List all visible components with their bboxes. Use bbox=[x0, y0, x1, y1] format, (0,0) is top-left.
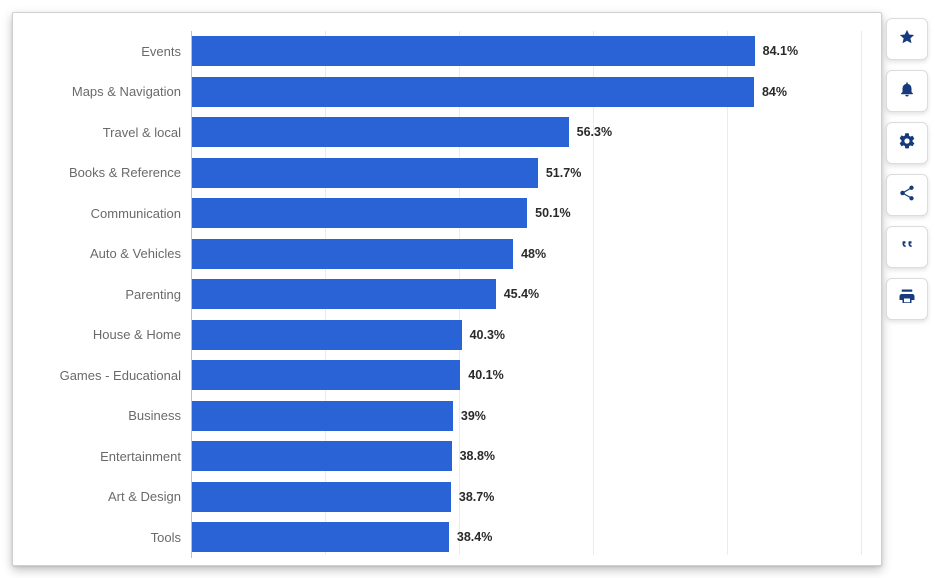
bar-row: Auto & Vehicles 48% bbox=[21, 234, 861, 275]
bar-row: House & Home 40.3% bbox=[21, 315, 861, 356]
bar-track: 84% bbox=[191, 72, 861, 113]
value-label: 40.3% bbox=[470, 328, 505, 342]
value-label: 51.7% bbox=[546, 166, 581, 180]
bar-row: Maps & Navigation 84% bbox=[21, 72, 861, 113]
quote-icon bbox=[898, 236, 916, 259]
chart-card: Events 84.1% Maps & Navigation 84% Travel & … bbox=[12, 12, 882, 566]
star-icon bbox=[898, 28, 916, 51]
category-label: Communication bbox=[21, 206, 191, 221]
print-button[interactable] bbox=[886, 278, 928, 320]
favorite-button[interactable] bbox=[886, 18, 928, 60]
bar-track: 84.1% bbox=[191, 31, 861, 72]
value-label: 40.1% bbox=[468, 368, 503, 382]
action-rail bbox=[886, 18, 928, 320]
bell-icon bbox=[898, 80, 916, 103]
value-label: 38.8% bbox=[460, 449, 495, 463]
category-label: Events bbox=[21, 44, 191, 59]
value-label: 50.1% bbox=[535, 206, 570, 220]
bar[interactable] bbox=[192, 401, 453, 431]
bar[interactable] bbox=[192, 522, 449, 552]
bar[interactable] bbox=[192, 198, 527, 228]
category-label: Maps & Navigation bbox=[21, 84, 191, 99]
bar-track: 40.3% bbox=[191, 315, 861, 356]
value-label: 48% bbox=[521, 247, 546, 261]
gear-icon bbox=[898, 132, 916, 155]
share-button[interactable] bbox=[886, 174, 928, 216]
bar[interactable] bbox=[192, 239, 513, 269]
value-label: 38.4% bbox=[457, 530, 492, 544]
value-label: 38.7% bbox=[459, 490, 494, 504]
bar-track: 39% bbox=[191, 396, 861, 437]
value-label: 56.3% bbox=[577, 125, 612, 139]
bar[interactable] bbox=[192, 279, 496, 309]
plot-area: Events 84.1% Maps & Navigation 84% Travel & … bbox=[21, 31, 861, 555]
category-label: Travel & local bbox=[21, 125, 191, 140]
bar[interactable] bbox=[192, 77, 754, 107]
bar-track: 45.4% bbox=[191, 274, 861, 315]
category-label: Entertainment bbox=[21, 449, 191, 464]
bar-track: 50.1% bbox=[191, 193, 861, 234]
bar[interactable] bbox=[192, 158, 538, 188]
bar[interactable] bbox=[192, 441, 452, 471]
bar-row: Business 39% bbox=[21, 396, 861, 437]
category-label: Tools bbox=[21, 530, 191, 545]
bar-track: 40.1% bbox=[191, 355, 861, 396]
bar-track: 38.7% bbox=[191, 477, 861, 518]
bar-track: 38.4% bbox=[191, 517, 861, 558]
value-label: 84% bbox=[762, 85, 787, 99]
bar-track: 48% bbox=[191, 234, 861, 275]
bar[interactable] bbox=[192, 320, 462, 350]
value-label: 45.4% bbox=[504, 287, 539, 301]
category-label: Business bbox=[21, 408, 191, 423]
bar-row: Art & Design 38.7% bbox=[21, 477, 861, 518]
bar-track: 51.7% bbox=[191, 153, 861, 194]
bar-row: Books & Reference 51.7% bbox=[21, 153, 861, 194]
bar-row: Games - Educational 40.1% bbox=[21, 355, 861, 396]
bar-track: 38.8% bbox=[191, 436, 861, 477]
bar-row: Parenting 45.4% bbox=[21, 274, 861, 315]
bar-row: Communication 50.1% bbox=[21, 193, 861, 234]
citation-button[interactable] bbox=[886, 226, 928, 268]
settings-button[interactable] bbox=[886, 122, 928, 164]
value-label: 39% bbox=[461, 409, 486, 423]
category-label: Games - Educational bbox=[21, 368, 191, 383]
bar-row: Events 84.1% bbox=[21, 31, 861, 72]
bar-row: Travel & local 56.3% bbox=[21, 112, 861, 153]
bar[interactable] bbox=[192, 482, 451, 512]
category-label: Art & Design bbox=[21, 489, 191, 504]
value-label: 84.1% bbox=[763, 44, 798, 58]
bar-track: 56.3% bbox=[191, 112, 861, 153]
category-label: House & Home bbox=[21, 327, 191, 342]
bar-row: Tools 38.4% bbox=[21, 517, 861, 558]
bar-rows: Events 84.1% Maps & Navigation 84% Travel & … bbox=[21, 31, 861, 558]
print-icon bbox=[898, 288, 916, 311]
category-label: Parenting bbox=[21, 287, 191, 302]
category-label: Books & Reference bbox=[21, 165, 191, 180]
notify-button[interactable] bbox=[886, 70, 928, 112]
category-label: Auto & Vehicles bbox=[21, 246, 191, 261]
bar[interactable] bbox=[192, 360, 460, 390]
share-icon bbox=[898, 184, 916, 207]
bar[interactable] bbox=[192, 117, 569, 147]
bar[interactable] bbox=[192, 36, 755, 66]
bar-row: Entertainment 38.8% bbox=[21, 436, 861, 477]
